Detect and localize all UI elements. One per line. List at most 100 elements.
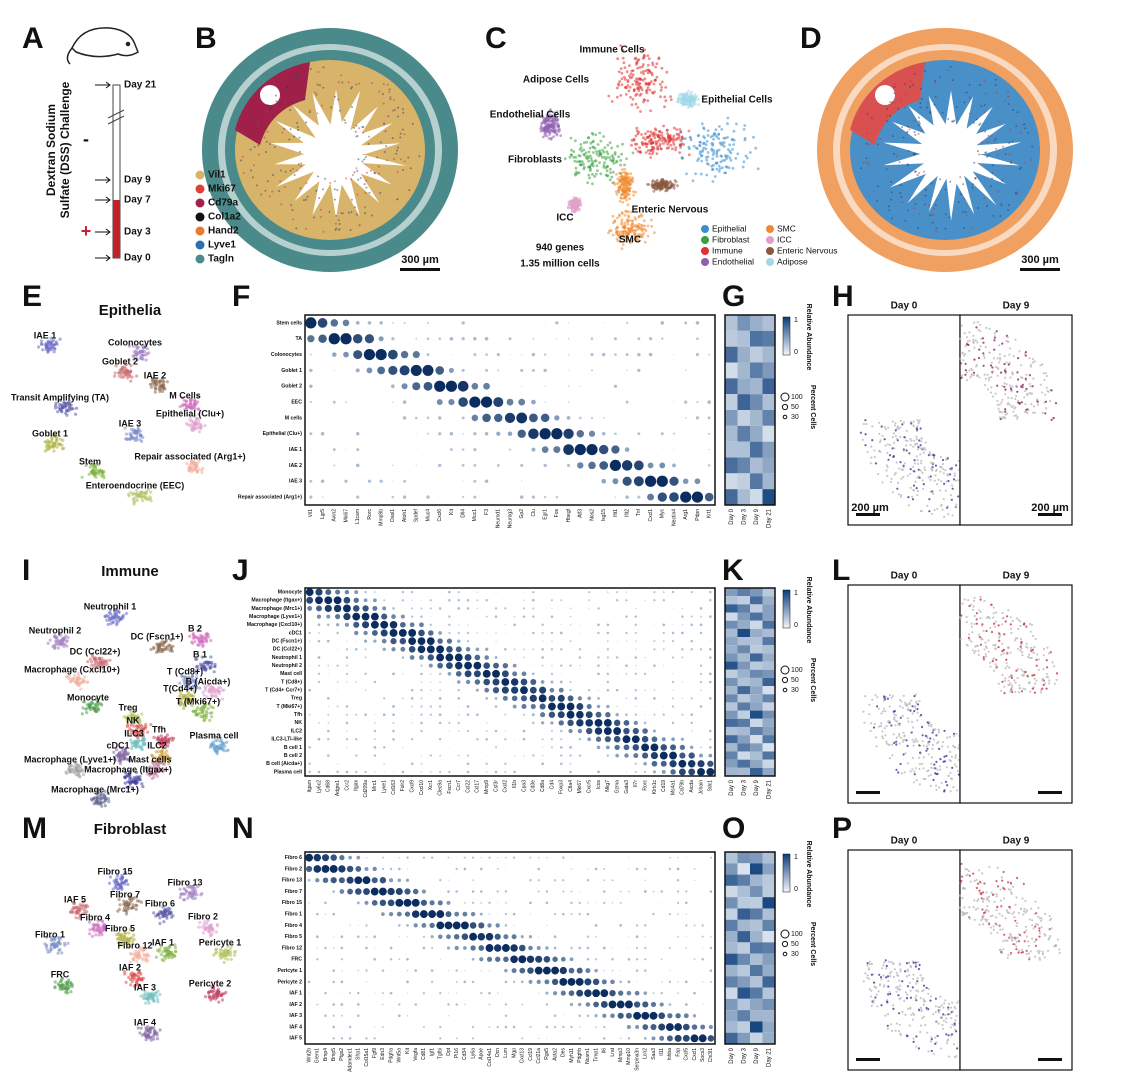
umap-point [155, 650, 159, 655]
umap-point [724, 171, 728, 175]
umap-point [48, 949, 52, 954]
cluster-label: Fibro 5 [105, 923, 135, 933]
expression-dot [476, 607, 479, 610]
spot [266, 180, 269, 183]
umap-point [195, 675, 199, 680]
umap-point [115, 621, 119, 625]
umap-point [146, 487, 151, 491]
spot [886, 120, 889, 123]
umap-point [629, 172, 632, 176]
gene-label: Vil1 [308, 509, 314, 517]
umap-point [634, 238, 638, 242]
umap-point [59, 633, 63, 637]
spot [934, 95, 937, 98]
cluster-label: T (Cd8+) [167, 666, 203, 676]
umap-point [122, 906, 127, 910]
spot [383, 151, 386, 154]
expression-dot [448, 398, 455, 406]
spot [396, 171, 399, 174]
expression-dot [355, 432, 360, 436]
panel-letter: B [195, 22, 217, 55]
umap-point [557, 127, 561, 131]
cluster-label: Goblet 2 [102, 356, 138, 366]
expression-dot [306, 596, 314, 604]
umap-point [47, 447, 51, 451]
umap-point [201, 931, 205, 935]
expression-dot [684, 400, 688, 404]
panel-letter: C [485, 22, 507, 55]
umap-point [743, 124, 747, 127]
spot [951, 79, 954, 82]
spot [983, 111, 986, 114]
umap-point [550, 122, 554, 126]
umap-point [643, 240, 647, 244]
spot [337, 81, 340, 84]
umap-point [135, 374, 139, 378]
umap-point [192, 414, 197, 418]
expression-dot [344, 589, 350, 595]
umap-point [174, 950, 178, 954]
expression-dot [307, 606, 313, 611]
umap-point [160, 958, 164, 962]
expression-dot [400, 621, 406, 628]
spot [991, 172, 994, 175]
umap-point [197, 925, 201, 929]
legend-swatch [195, 254, 205, 264]
umap-point [127, 494, 131, 498]
expression-dot [391, 614, 396, 619]
spot [401, 108, 404, 111]
expression-dot [531, 352, 536, 357]
colon-d-lumen [883, 90, 1022, 221]
umap-point [698, 144, 702, 148]
spot [1008, 142, 1011, 145]
stat-label: 940 genes [536, 243, 585, 254]
umap-point [583, 153, 586, 157]
spot [316, 83, 319, 86]
expression-dot [540, 413, 550, 423]
umap-point [100, 804, 104, 808]
spot [306, 195, 309, 198]
umap-point [43, 440, 47, 444]
umap-point [705, 158, 709, 162]
umap-point [196, 636, 201, 640]
umap-point [56, 646, 60, 650]
expression-dot [466, 639, 470, 643]
expression-dot [532, 337, 535, 340]
umap-point [679, 139, 683, 143]
spot [1018, 168, 1021, 171]
expression-dot [309, 432, 313, 436]
expression-dot [353, 597, 359, 603]
legend-label: Lyve1 [208, 240, 236, 251]
expression-dot [681, 648, 684, 651]
spot [240, 159, 243, 162]
day-label: Day 21 [124, 80, 157, 91]
umap-point [620, 218, 624, 222]
umap-point [153, 384, 157, 389]
umap-point [605, 150, 609, 154]
umap-point [67, 674, 71, 678]
umap-point [649, 130, 653, 134]
umap-point [623, 75, 626, 79]
umap-point [145, 347, 149, 351]
spot [289, 128, 292, 131]
spot [297, 128, 300, 131]
panel-letter: F [232, 280, 250, 313]
umap-point [61, 987, 65, 991]
umap-point [220, 998, 225, 1002]
expression-dot [634, 615, 638, 618]
spot [266, 104, 269, 107]
spot [893, 152, 896, 155]
expression-dot [673, 353, 675, 356]
umap-point [69, 764, 73, 768]
umap-point [128, 432, 132, 436]
umap-point [97, 472, 101, 476]
umap-point [624, 93, 628, 96]
gene-label: Nos2 [589, 509, 595, 521]
umap-point [152, 911, 156, 915]
umap-point [609, 167, 612, 171]
spot [870, 117, 873, 120]
umap-point [718, 141, 722, 145]
plus-sign: + [81, 221, 92, 241]
expression-dot [466, 598, 470, 602]
umap-point [637, 130, 641, 134]
